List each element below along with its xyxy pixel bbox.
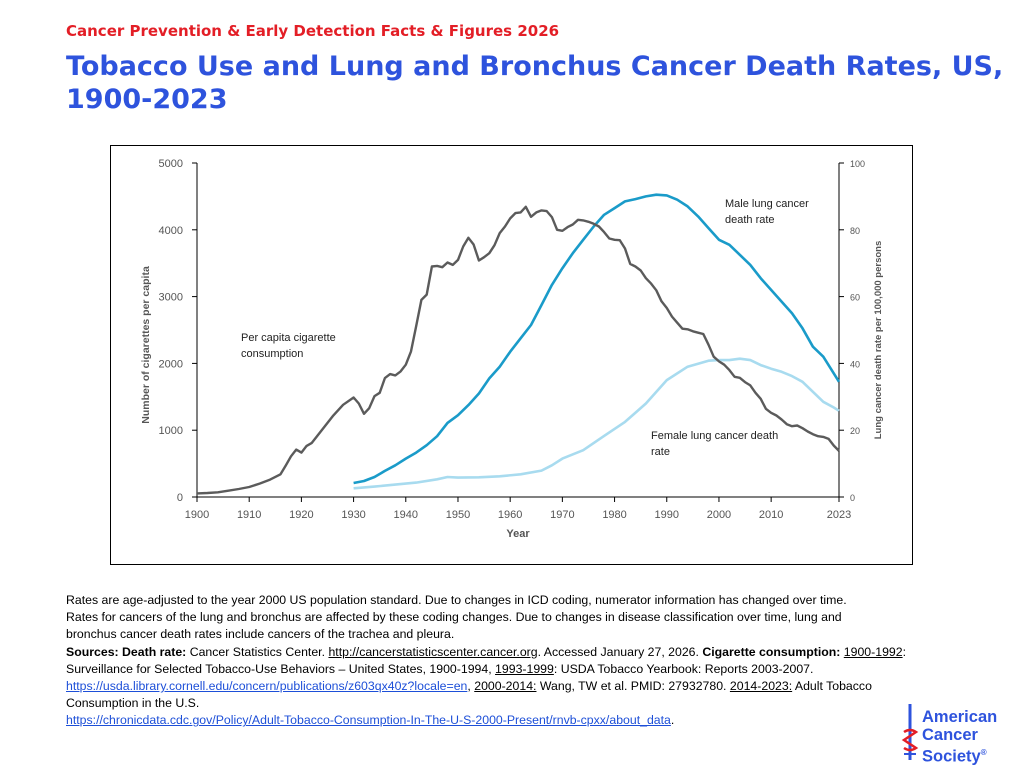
x-tick-label: 1960 [498,509,522,521]
y-right-tick-label: 80 [850,226,860,236]
y-left-tick-label: 5000 [159,158,183,170]
y-left-tick-label: 2000 [159,358,183,370]
death-rate-source: Cancer Statistics Center. [186,644,329,659]
male-series-label: Male lung cancer [725,198,809,210]
range-1993-1999-source: : USDA Tobacco Yearbook: Reports 2003-20… [553,661,814,676]
x-tick-label: 2000 [707,509,731,521]
x-tick-label: 2023 [827,509,851,521]
y-left-tick-label: 0 [177,492,183,504]
range-1900-1992-source: : Surveillance for Selected Tobacco-Use … [66,644,907,676]
cdc-data-link[interactable]: https://chronicdata.cdc.gov/Policy/Adult… [66,713,671,728]
y-right-tick-label: 0 [850,493,855,503]
accessed-text: . Accessed January 27, 2026. [537,644,703,659]
cigarette-consumption-label: Cigarette consumption: [702,644,841,659]
x-tick-label: 2010 [759,509,783,521]
x-tick-label: 1950 [446,509,470,521]
sources-label: Sources: Death rate: [66,644,187,659]
report-kicker: Cancer Prevention & Early Detection Fact… [66,22,560,40]
acs-logo: American Cancer Society® [898,702,1020,766]
range-2014-2023-link[interactable]: 2014-2023: [729,679,793,694]
y-axis-left-title: Number of cigarettes per capita [140,266,152,424]
note-line-2: Rates for cancers of the lung and bronch… [66,610,842,625]
note-line-3: bronchus cancer death rates include canc… [66,627,455,642]
cigarettes-series-label: Per capita cigarette [241,332,336,344]
y-right-tick-label: 100 [850,159,865,169]
male-series-line [353,193,841,485]
logo-line-2: Cancer [922,726,978,744]
logo-line-3: Society [922,747,981,766]
range-2000-2014-link[interactable]: 2000-2014: [474,679,537,694]
female-series-label: rate [651,446,670,458]
y-left-tick-label: 3000 [159,292,183,304]
x-tick-label: 1900 [185,509,209,521]
cigarettes-series-line [196,205,840,495]
range-1900-1992-link[interactable]: 1900-1992 [843,644,903,659]
final-period: . [670,713,675,728]
y-right-tick-label: 60 [850,293,860,303]
x-tick-label: 1930 [341,509,365,521]
y-right-tick-label: 20 [850,426,860,436]
x-tick-label: 1990 [655,509,679,521]
separator: , [467,679,475,694]
usda-link[interactable]: https://usda.library.cornell.edu/concern… [66,679,468,694]
x-tick-label: 1910 [237,509,261,521]
page-title: Tobacco Use and Lung and Bronchus Cancer… [66,51,1004,115]
female-series-line [353,357,840,490]
x-tick-label: 1920 [289,509,313,521]
x-tick-label: 1980 [602,509,626,521]
x-tick-label: 1940 [394,509,418,521]
logo-line-1: American [922,708,998,726]
cigarettes-series-label: consumption [241,348,303,360]
note-line-1: Rates are age-adjusted to the year 2000 … [66,593,847,607]
cancer-statistics-link[interactable]: http://cancerstatisticscenter.cancer.org [328,644,538,659]
y-axis-right-title: Lung cancer death rate per 100,000 perso… [873,241,884,440]
chart-panel: 1900 1910 1920 1930 1940 1950 1960 1970 1980 1990… [110,145,913,565]
acs-sword-icon [901,704,919,760]
chart-notes: Rates are age-adjusted to the year 2000 … [66,592,906,730]
female-series-label: Female lung cancer death [651,430,778,442]
range-2000-2014-source: Wang, TW et al. PMID: 27932780. [536,679,730,694]
male-series-label: death rate [725,214,775,226]
y-left-tick-label: 4000 [159,225,183,237]
line-chart: 1900 1910 1920 1930 1940 1950 1960 1970 1980 1990… [140,158,884,540]
y-left-tick-label: 1000 [159,425,183,437]
registered-mark: ® [980,748,987,757]
acs-wordmark: American Cancer Society® [922,708,997,766]
y-right-tick-label: 40 [850,359,860,369]
range-2014-2023-source: Adult Tobacco Consumption in the U.S. [66,679,872,711]
range-1993-1999-link[interactable]: 1993-1999 [495,661,554,676]
x-axis-title: Year [506,528,530,540]
x-tick-label: 1970 [550,509,574,521]
